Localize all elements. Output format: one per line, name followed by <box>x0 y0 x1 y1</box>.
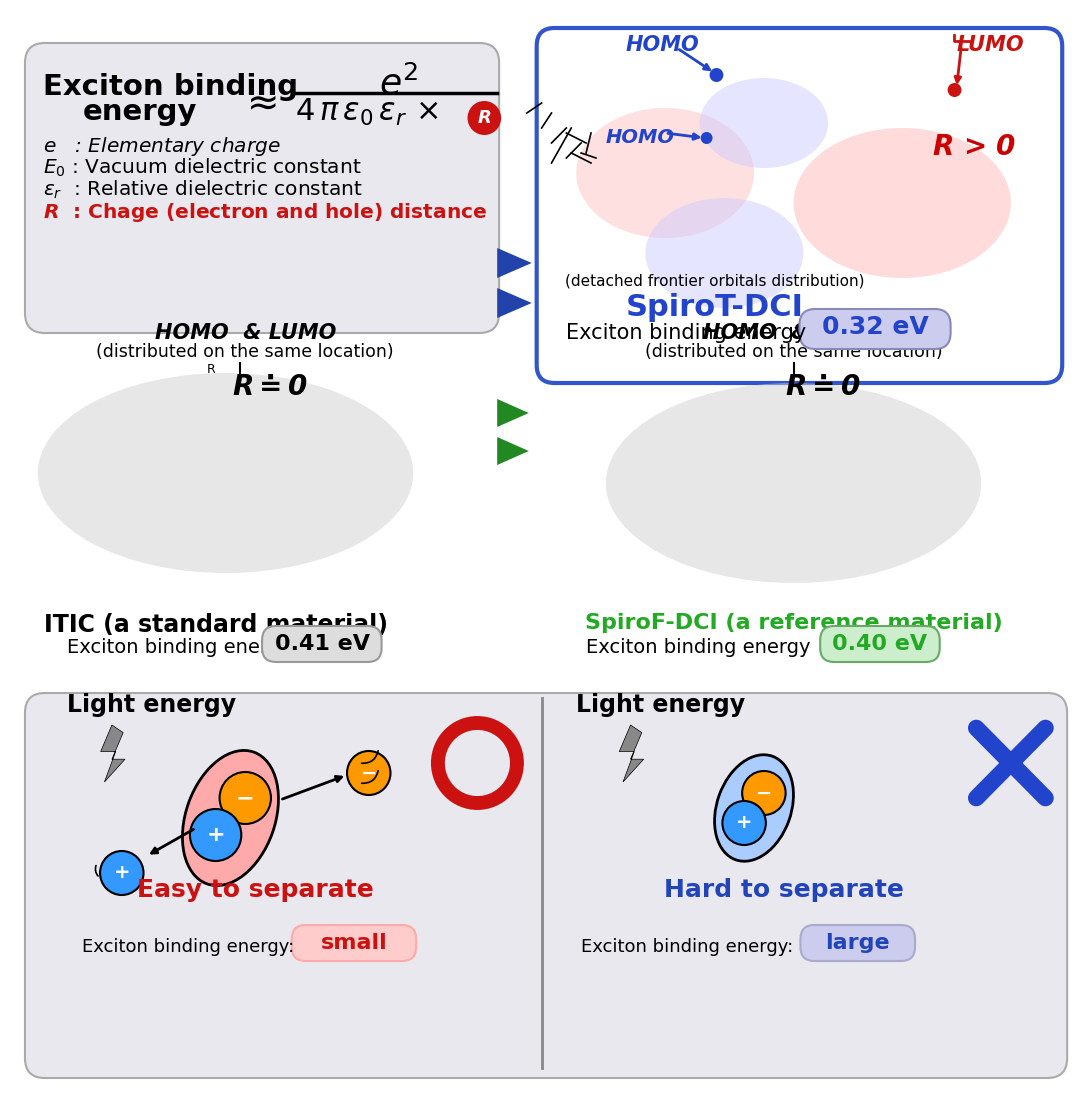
Text: Exciton binding energy: Exciton binding energy <box>67 638 292 657</box>
FancyBboxPatch shape <box>820 626 940 662</box>
Text: SpiroF-DCI (a reference material): SpiroF-DCI (a reference material) <box>584 613 1002 633</box>
Polygon shape <box>497 399 529 427</box>
FancyBboxPatch shape <box>537 28 1063 383</box>
Text: $e$   : Elementary charge: $e$ : Elementary charge <box>43 136 281 158</box>
Ellipse shape <box>606 383 982 583</box>
Text: HOMO: HOMO <box>606 128 675 146</box>
Text: $E_0$ : Vacuum dielectric constant: $E_0$ : Vacuum dielectric constant <box>43 157 361 179</box>
Text: $\approx$: $\approx$ <box>239 83 278 121</box>
Text: 0.32 eV: 0.32 eV <box>822 315 929 339</box>
Text: 0.41 eV: 0.41 eV <box>274 634 369 654</box>
Text: Light energy: Light energy <box>67 693 237 717</box>
Ellipse shape <box>794 128 1011 278</box>
Polygon shape <box>619 725 644 781</box>
Text: (distributed on the same location): (distributed on the same location) <box>645 343 943 361</box>
Text: Light energy: Light energy <box>577 693 745 717</box>
Ellipse shape <box>715 755 794 861</box>
Ellipse shape <box>183 751 279 885</box>
Circle shape <box>190 809 241 861</box>
Text: large: large <box>825 933 890 953</box>
Text: +: + <box>113 863 130 882</box>
Text: Easy to separate: Easy to separate <box>137 878 374 902</box>
Circle shape <box>219 772 271 824</box>
Polygon shape <box>497 287 531 318</box>
Text: Exciton binding energy: Exciton binding energy <box>566 324 807 343</box>
Text: +: + <box>735 813 753 833</box>
Text: (detached frontier orbitals distribution): (detached frontier orbitals distribution… <box>565 273 864 287</box>
Ellipse shape <box>646 198 804 308</box>
Text: Exciton binding energy:: Exciton binding energy: <box>82 938 295 956</box>
Circle shape <box>742 771 785 815</box>
Polygon shape <box>100 725 125 781</box>
Circle shape <box>723 801 766 845</box>
Text: $\varepsilon_r$  : Relative dielectric constant: $\varepsilon_r$ : Relative dielectric co… <box>43 179 363 201</box>
Text: $\bfit{R}\doteq\bfit{0}$: $\bfit{R}\doteq\bfit{0}$ <box>232 373 308 401</box>
Text: Exciton binding: Exciton binding <box>43 73 298 101</box>
Text: $e^2$: $e^2$ <box>379 64 418 102</box>
Text: −: − <box>235 788 255 808</box>
Text: Exciton binding energy:: Exciton binding energy: <box>581 938 794 956</box>
Text: R: R <box>206 363 215 376</box>
Circle shape <box>100 851 144 895</box>
FancyBboxPatch shape <box>25 43 499 333</box>
Polygon shape <box>497 437 529 465</box>
Ellipse shape <box>700 78 828 168</box>
FancyBboxPatch shape <box>262 626 381 662</box>
Text: ITIC (a standard material): ITIC (a standard material) <box>43 613 388 637</box>
FancyBboxPatch shape <box>25 693 1067 1078</box>
Ellipse shape <box>38 373 414 573</box>
Text: LUMO: LUMO <box>957 35 1024 55</box>
Text: energy: energy <box>82 98 197 126</box>
Circle shape <box>947 83 961 97</box>
Text: Exciton binding energy: Exciton binding energy <box>586 638 811 657</box>
Circle shape <box>468 101 501 136</box>
Text: R: R <box>477 109 491 127</box>
Text: $\bfit{R}$ > 0: $\bfit{R}$ > 0 <box>932 133 1016 161</box>
Text: $\bfit{R}$  : Chage (electron and hole) distance: $\bfit{R}$ : Chage (electron and hole) d… <box>43 201 487 224</box>
FancyBboxPatch shape <box>800 925 915 961</box>
Text: (distributed on the same location): (distributed on the same location) <box>96 343 394 361</box>
Text: +: + <box>206 825 225 845</box>
Text: HOMO  & LUMO: HOMO & LUMO <box>703 324 885 343</box>
Ellipse shape <box>577 108 754 238</box>
Text: Hard to separate: Hard to separate <box>664 878 904 902</box>
Text: HOMO  & LUMO: HOMO & LUMO <box>154 324 336 343</box>
Circle shape <box>710 68 724 82</box>
Text: −: − <box>756 784 772 802</box>
Text: 0.40 eV: 0.40 eV <box>832 634 927 654</box>
FancyBboxPatch shape <box>292 925 416 961</box>
Text: small: small <box>321 933 388 953</box>
Circle shape <box>701 132 713 144</box>
Polygon shape <box>497 248 531 278</box>
Text: $\bfit{R}\doteq\bfit{0}$: $\bfit{R}\doteq\bfit{0}$ <box>785 373 861 401</box>
FancyBboxPatch shape <box>799 309 950 349</box>
Text: $4\,\pi\,\varepsilon_0\,\varepsilon_r\,\times$: $4\,\pi\,\varepsilon_0\,\varepsilon_r\,\… <box>295 97 438 128</box>
Text: HOMO: HOMO <box>625 35 700 55</box>
Circle shape <box>347 751 391 795</box>
Text: −: − <box>361 764 377 783</box>
Text: SpiroT-DCI: SpiroT-DCI <box>625 293 804 322</box>
